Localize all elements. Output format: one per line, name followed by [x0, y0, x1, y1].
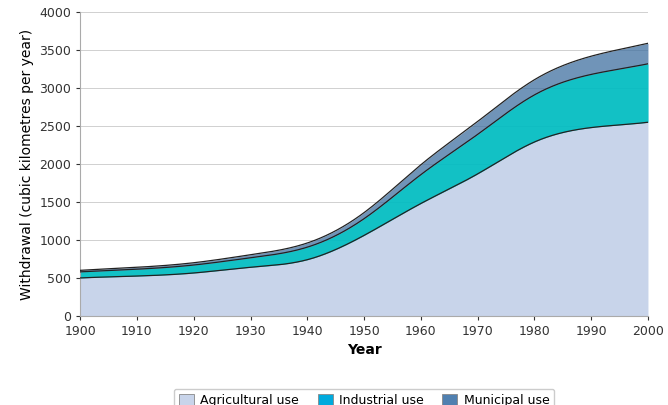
Legend: Agricultural use, Industrial use, Municipal use: Agricultural use, Industrial use, Munici…: [174, 389, 554, 405]
X-axis label: Year: Year: [347, 343, 381, 358]
Y-axis label: Withdrawal (cubic kilometres per year): Withdrawal (cubic kilometres per year): [19, 28, 33, 300]
